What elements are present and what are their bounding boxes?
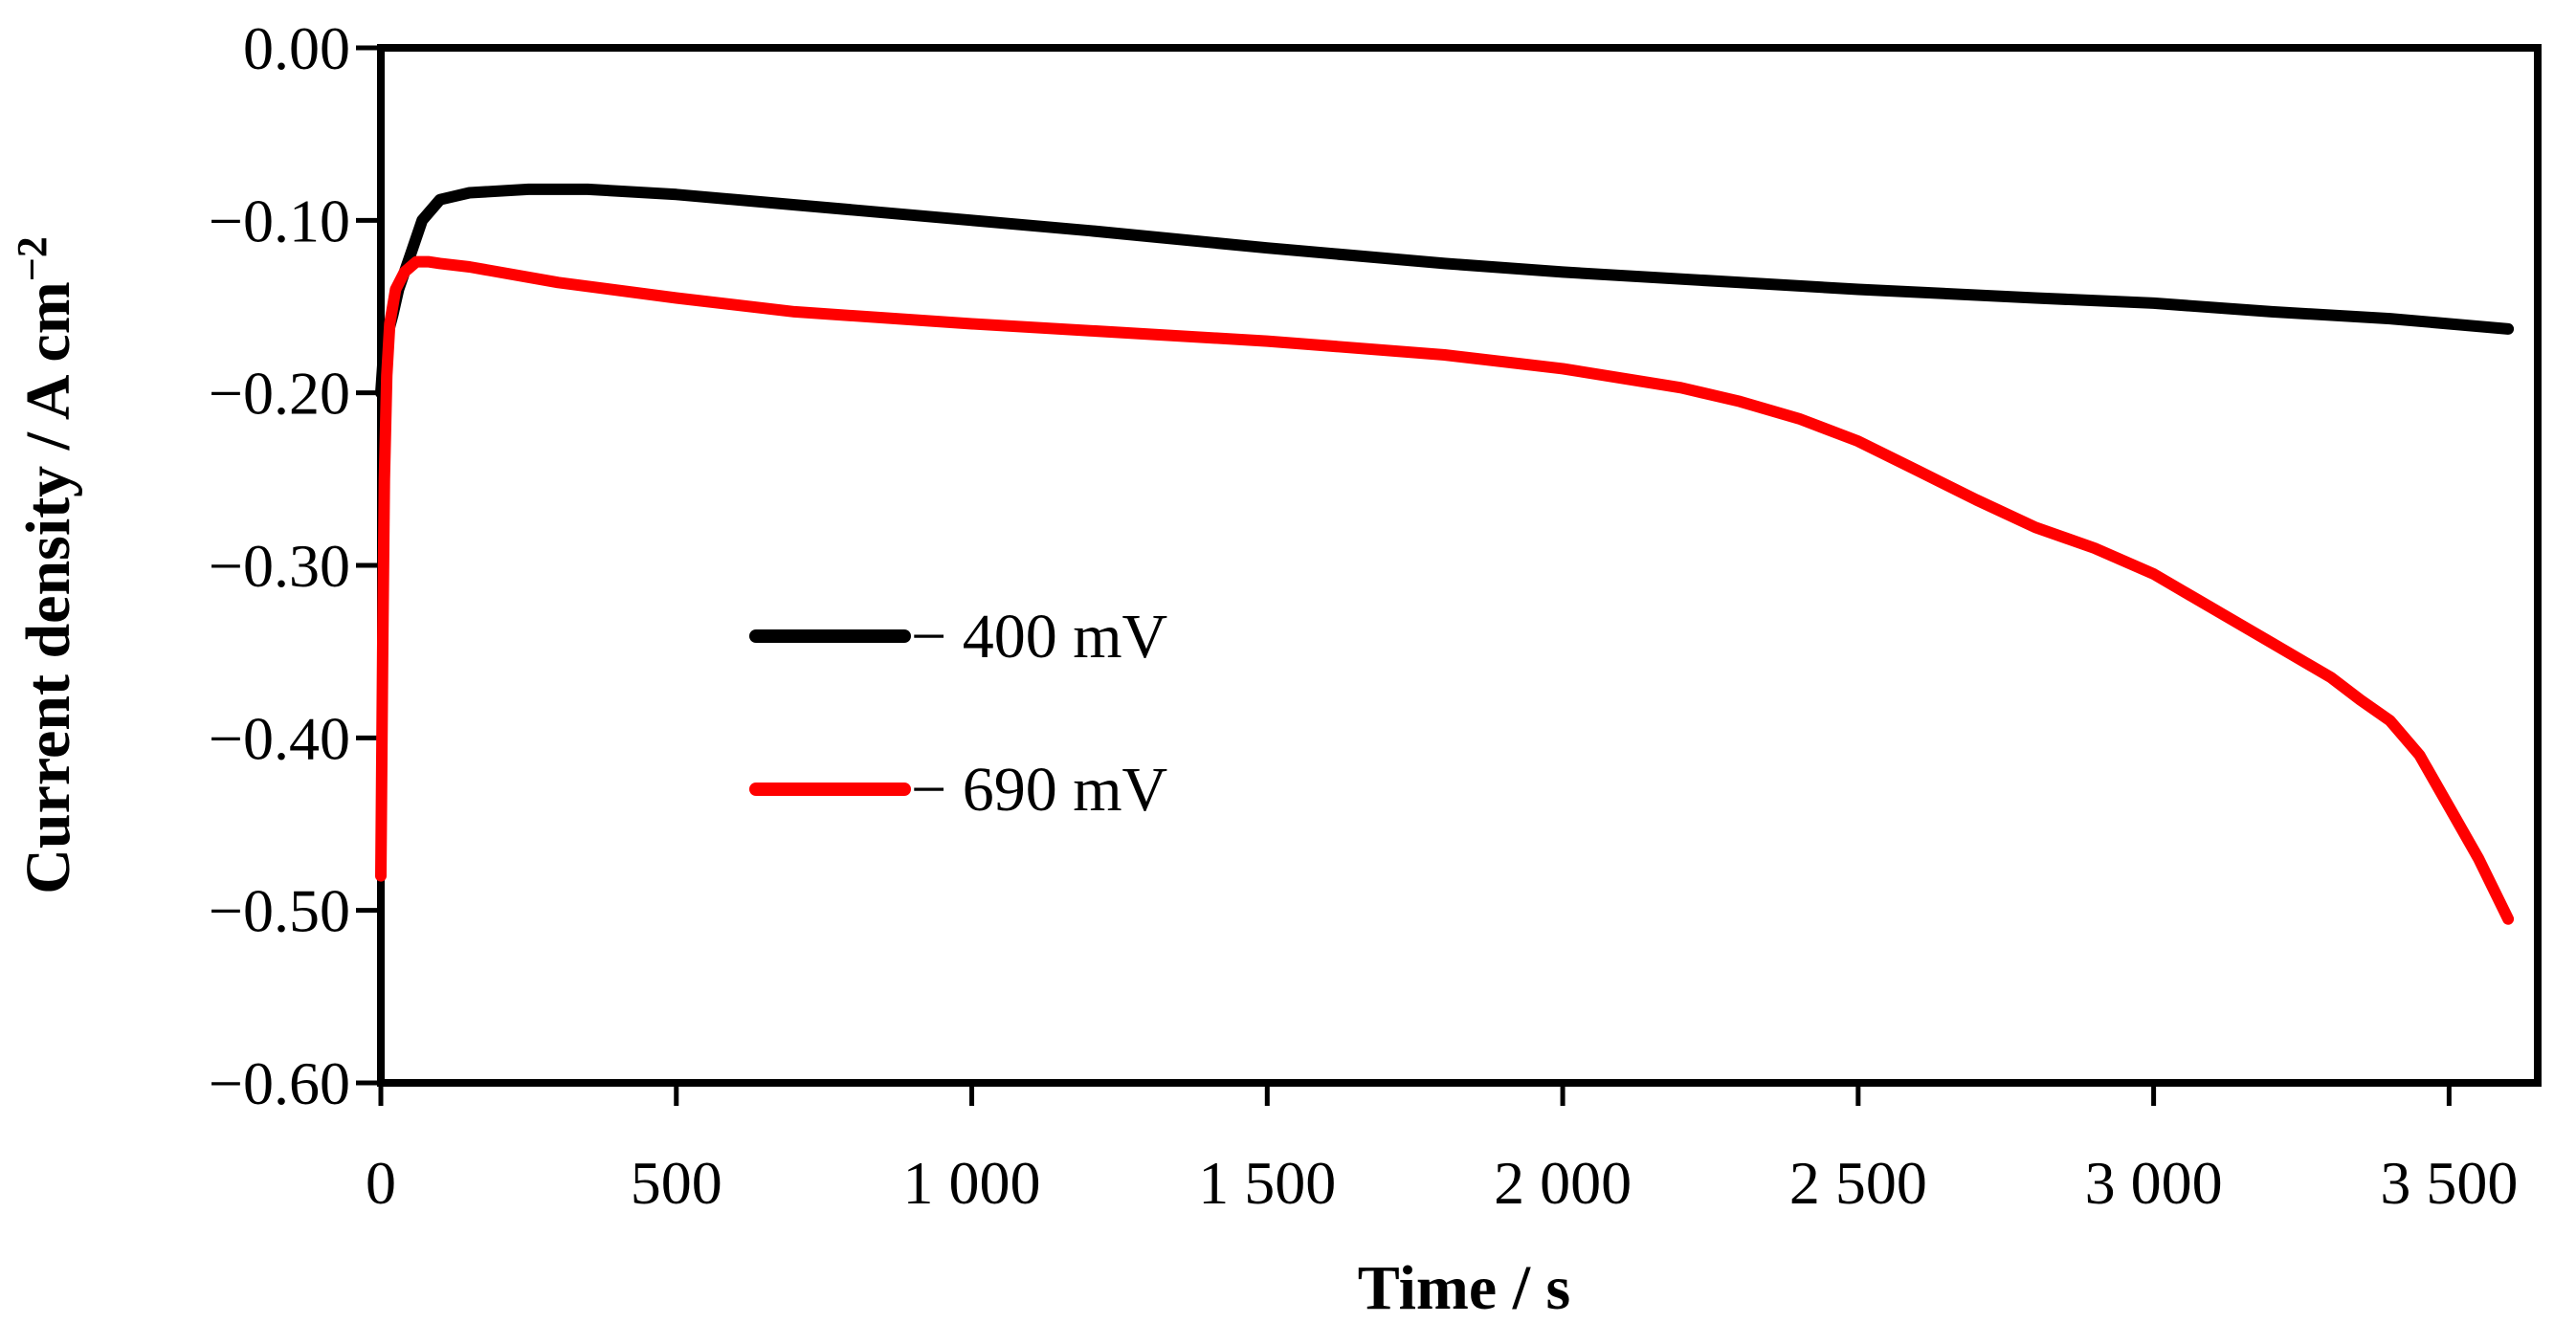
y-tick-label: −0.30 bbox=[209, 532, 350, 600]
x-tick-label: 0 bbox=[366, 1149, 396, 1217]
y-tick-label: 0.00 bbox=[243, 14, 350, 82]
y-axis-title: Current density / A cm−2 bbox=[9, 236, 83, 894]
axes: 0.00 −0.10 −0.20 −0.30 −0.40 −0.50 −0.600 500 1 … bbox=[209, 14, 2518, 1217]
legend-label-690mv: − 690 mV bbox=[911, 755, 1167, 825]
y-tick-label: −0.40 bbox=[209, 704, 350, 772]
x-tick-label: 3 000 bbox=[2085, 1149, 2223, 1217]
y-tick-label: −0.10 bbox=[209, 187, 350, 254]
x-tick-label: 1 000 bbox=[903, 1149, 1041, 1217]
series-line-1 bbox=[375, 255, 2515, 925]
legend: − 400 mV − 690 mV bbox=[749, 602, 1167, 825]
y-axis-title-superscript: −2 bbox=[9, 236, 56, 281]
series-layer bbox=[375, 183, 2515, 925]
x-tick-label: 2 000 bbox=[1494, 1149, 1632, 1217]
y-tick-label: −0.50 bbox=[209, 877, 350, 945]
x-tick-label: 3 500 bbox=[2380, 1149, 2518, 1217]
y-tick-label: −0.20 bbox=[209, 360, 350, 428]
x-tick-label: 1 500 bbox=[1198, 1149, 1336, 1217]
y-tick-label: −0.60 bbox=[209, 1049, 350, 1117]
y-axis-title-text: Current density / A cm bbox=[13, 281, 83, 893]
x-tick-label: 500 bbox=[631, 1149, 722, 1217]
x-axis-title: Time / s bbox=[1358, 1253, 1570, 1323]
legend-label-400mv: − 400 mV bbox=[911, 602, 1167, 672]
x-tick-label: 2 500 bbox=[1789, 1149, 1927, 1217]
